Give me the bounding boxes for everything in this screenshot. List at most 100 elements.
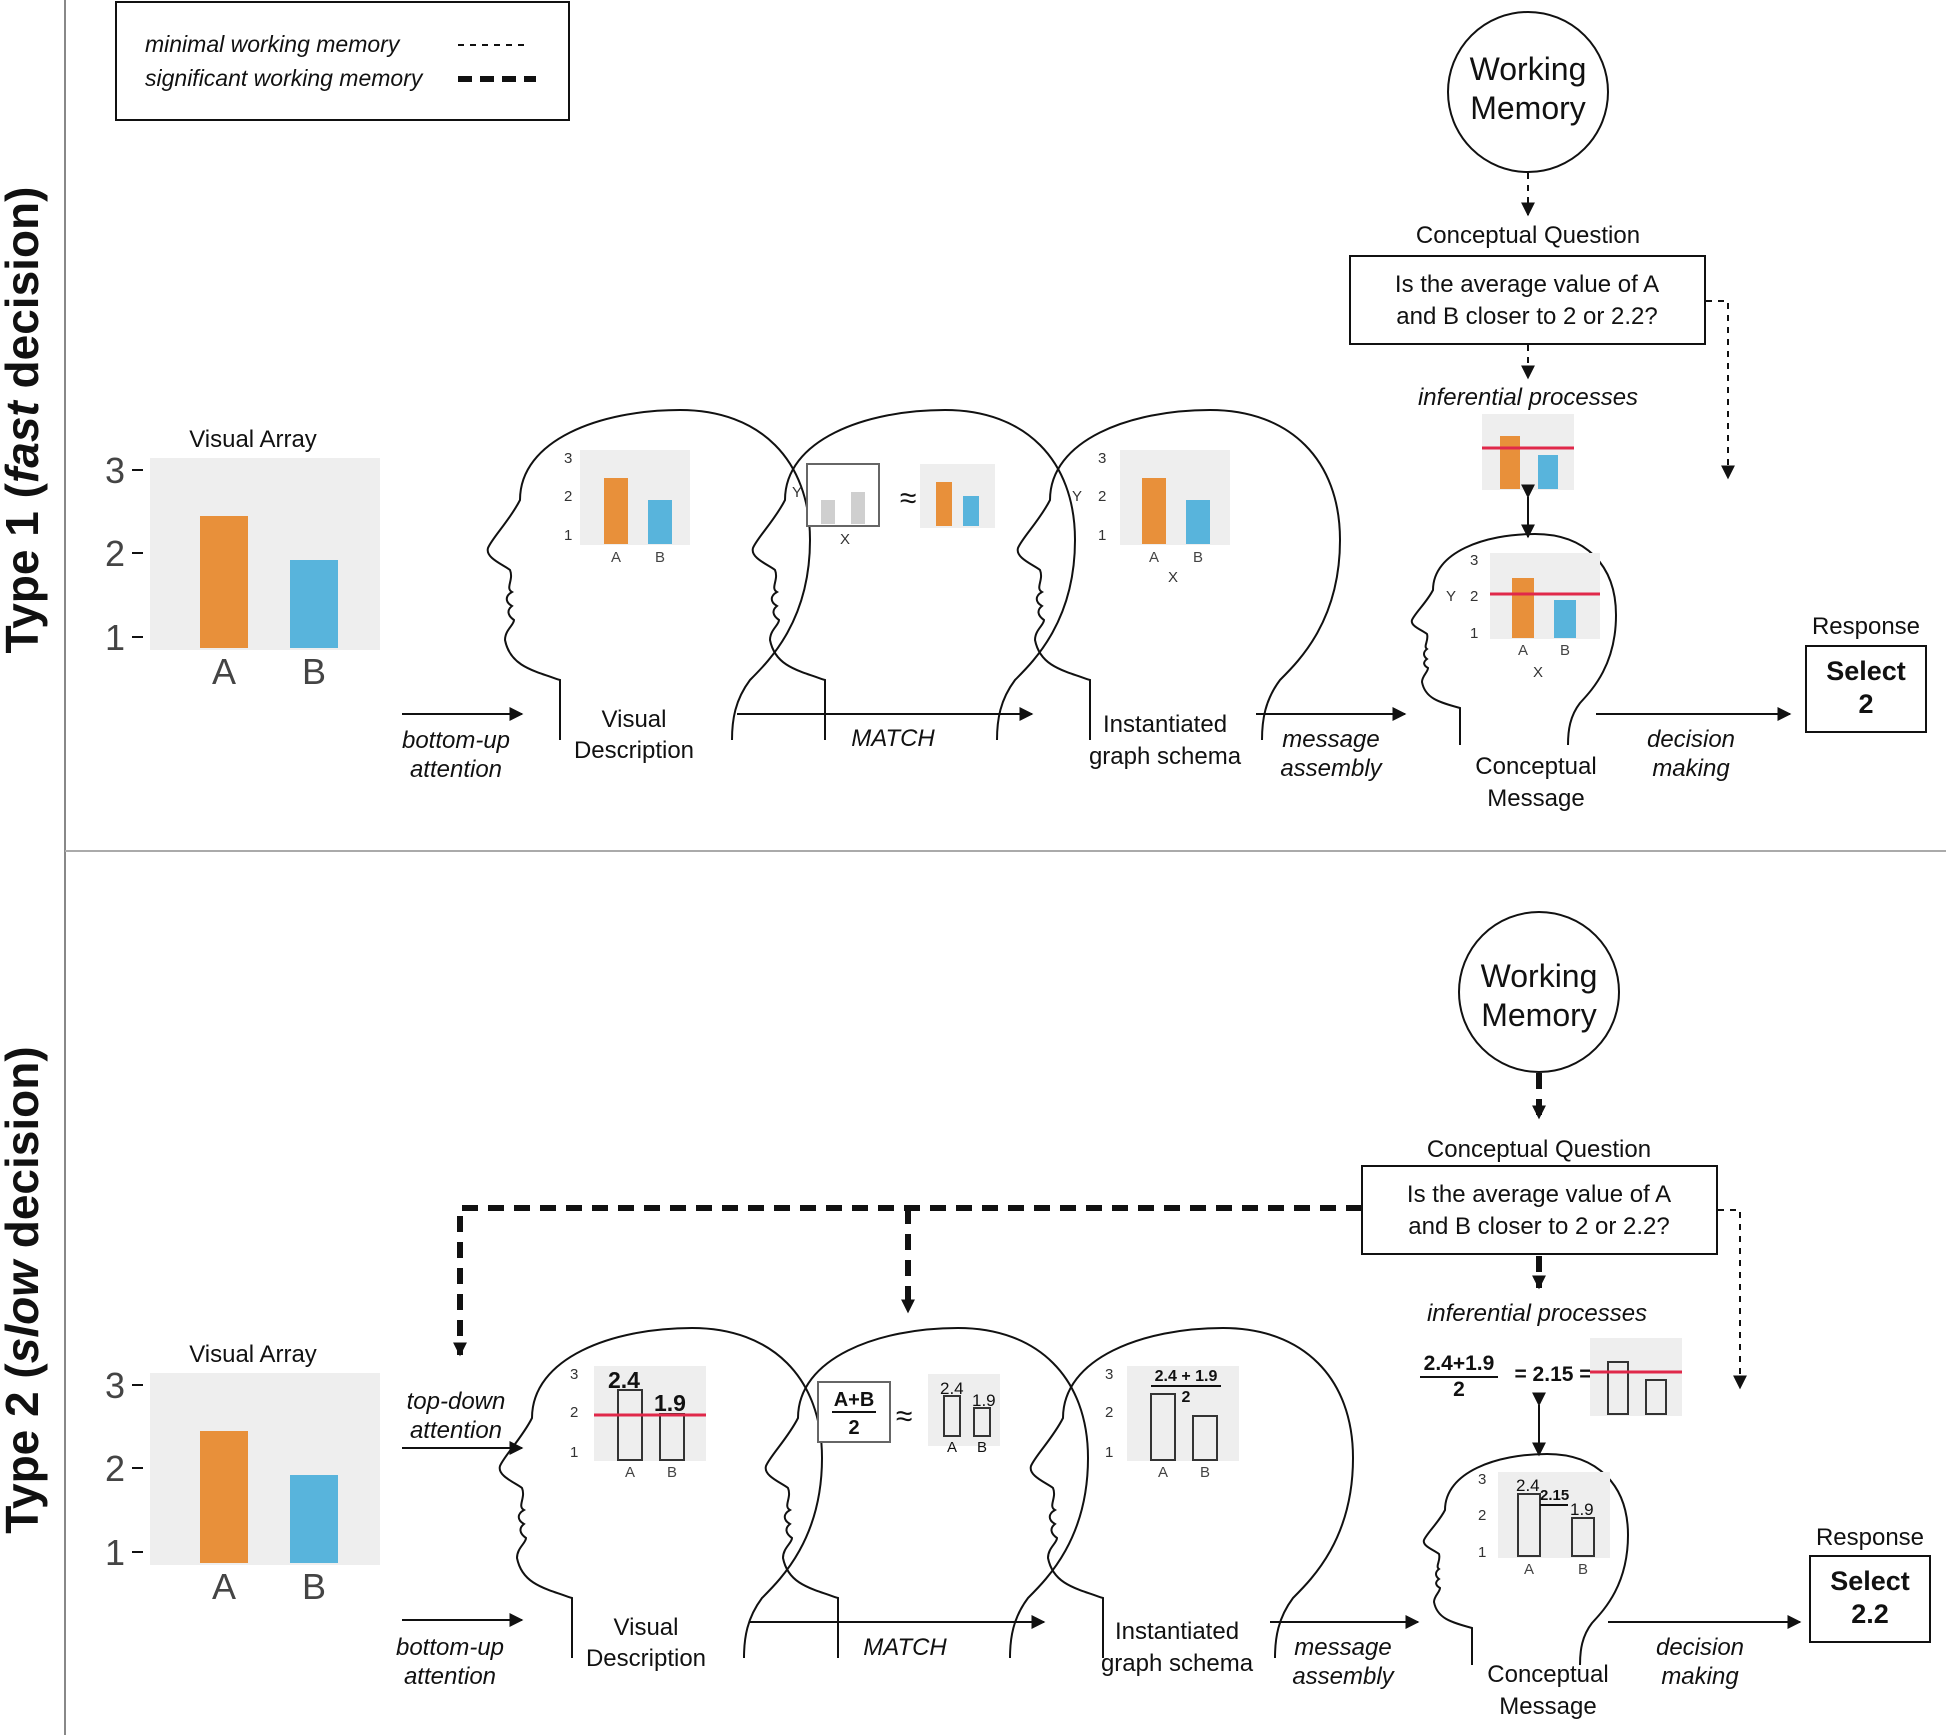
row2-visual-array: Visual Array 3 2 1 A B bbox=[105, 1341, 380, 1607]
svg-text:A: A bbox=[1518, 642, 1528, 659]
row2-match-label: MATCH bbox=[863, 1634, 947, 1661]
svg-text:A: A bbox=[1524, 1561, 1534, 1578]
row1-visual-array: Visual Array 3 2 1 A B bbox=[105, 426, 380, 692]
row1-approx: ≈ bbox=[900, 482, 916, 515]
svg-text:Y: Y bbox=[1072, 488, 1082, 505]
svg-text:1.9: 1.9 bbox=[654, 1390, 686, 1416]
row1-cq-title: Conceptual Question bbox=[1416, 222, 1640, 249]
svg-text:2.4: 2.4 bbox=[608, 1367, 640, 1393]
row2-bar-b bbox=[290, 1475, 338, 1563]
svg-text:1: 1 bbox=[1105, 1444, 1113, 1461]
svg-text:2: 2 bbox=[848, 1417, 859, 1439]
row1-conceptual-message-label: Conceptual Message bbox=[1475, 753, 1596, 812]
row2-inferential-label: inferential processes bbox=[1427, 1300, 1647, 1327]
svg-text:1.9: 1.9 bbox=[1570, 1500, 1594, 1519]
svg-text:A: A bbox=[212, 1566, 236, 1607]
row2-bottom-up-label: bottom-up attention bbox=[396, 1634, 504, 1690]
row1-message-assembly-label: message assembly bbox=[1280, 726, 1383, 782]
svg-text:B: B bbox=[1578, 1561, 1588, 1578]
row2-head-conceptual-message: 2.4 2.15 1.9 3 2 1 A B bbox=[1422, 1452, 1630, 1666]
row1-response-label: Response bbox=[1812, 613, 1920, 640]
svg-text:A: A bbox=[947, 1439, 957, 1456]
row2-inferential-formula: 2.4+1.9 2 = 2.15 = bbox=[1420, 1338, 1682, 1416]
svg-text:Y: Y bbox=[792, 484, 802, 501]
svg-text:1: 1 bbox=[1478, 1544, 1486, 1561]
row2-top-down-loop bbox=[453, 1205, 1362, 1357]
row1-title: Type 1 (fast decision) bbox=[0, 187, 48, 654]
svg-text:1: 1 bbox=[570, 1444, 578, 1461]
row1-head-match: Y X ≈ bbox=[751, 409, 1076, 741]
svg-text:2.4+1.9: 2.4+1.9 bbox=[1424, 1352, 1495, 1375]
svg-text:B: B bbox=[667, 1464, 677, 1481]
svg-text:1: 1 bbox=[1098, 527, 1106, 544]
row1-decision-label: decision making bbox=[1647, 726, 1735, 782]
row1-response-box bbox=[1805, 645, 1927, 733]
row2-instantiated-label: Instantiated graph schema bbox=[1101, 1618, 1254, 1677]
svg-text:A+B: A+B bbox=[834, 1389, 875, 1411]
svg-text:2.15: 2.15 bbox=[1540, 1487, 1569, 1504]
row2-bar-a bbox=[200, 1431, 248, 1563]
row1-head-conceptual-message: 3 Y 2 1 A B X bbox=[1410, 532, 1618, 746]
row1-head-visual-description: 3 2 1 A B bbox=[486, 409, 811, 741]
row2-head-visual-description: 2.4 1.9 3 2 1 A B bbox=[498, 1327, 823, 1659]
row2-decision-label: decision making bbox=[1656, 1634, 1744, 1690]
svg-text:2: 2 bbox=[1470, 588, 1478, 605]
row1-cat-a: A bbox=[212, 651, 236, 692]
row2-response-value: Select 2.2 bbox=[1830, 1566, 1910, 1629]
row1-tick-3: 3 bbox=[105, 450, 125, 491]
legend: minimal working memory significant worki… bbox=[115, 1, 570, 121]
svg-text:3: 3 bbox=[1470, 552, 1478, 569]
svg-text:B: B bbox=[655, 549, 665, 566]
row1-tick-2: 2 bbox=[105, 533, 125, 574]
legend-minimal-label: minimal working memory bbox=[145, 31, 401, 57]
row2-head-instantiated: 2.4 + 1.9 2 3 2 1 A B bbox=[1029, 1327, 1354, 1659]
row2-working-memory-circle bbox=[1458, 911, 1620, 1073]
row1-tick-1: 1 bbox=[105, 617, 125, 658]
svg-text:2.4 + 1.9: 2.4 + 1.9 bbox=[1155, 1368, 1218, 1385]
row2-visual-array-label: Visual Array bbox=[189, 1341, 317, 1368]
svg-text:B: B bbox=[1200, 1464, 1210, 1481]
svg-text:2: 2 bbox=[1105, 1404, 1113, 1421]
svg-text:2: 2 bbox=[1098, 488, 1106, 505]
row2: Visual Array 3 2 1 A B top-down attention… bbox=[105, 911, 1931, 1720]
svg-text:A: A bbox=[625, 1464, 635, 1481]
row1-cat-b: B bbox=[302, 651, 326, 692]
row1-inferential-label: inferential processes bbox=[1418, 384, 1638, 411]
svg-text:B: B bbox=[1560, 642, 1570, 659]
row1-head-instantiated: 3 Y 2 1 A B X bbox=[1016, 409, 1341, 741]
row2-conceptual-message-label: Conceptual Message bbox=[1487, 1661, 1608, 1720]
svg-text:2: 2 bbox=[105, 1448, 125, 1489]
svg-text:A: A bbox=[611, 549, 621, 566]
svg-text:2: 2 bbox=[1182, 1389, 1191, 1406]
legend-significant-label: significant working memory bbox=[145, 65, 424, 91]
row2-top-down-label: top-down attention bbox=[407, 1388, 506, 1444]
svg-text:1: 1 bbox=[105, 1532, 125, 1573]
row1-bar-a bbox=[200, 516, 248, 648]
svg-text:3: 3 bbox=[570, 1366, 578, 1383]
row2-message-assembly-label: message assembly bbox=[1292, 1634, 1395, 1690]
row1-inferential-chart bbox=[1482, 414, 1574, 490]
svg-text:B: B bbox=[977, 1439, 987, 1456]
svg-text:3: 3 bbox=[1478, 1471, 1486, 1488]
row2-cq-box bbox=[1361, 1165, 1718, 1255]
svg-text:B: B bbox=[1193, 549, 1203, 566]
svg-text:1.9: 1.9 bbox=[972, 1391, 996, 1410]
svg-text:3: 3 bbox=[564, 450, 572, 467]
svg-text:1: 1 bbox=[1470, 625, 1478, 642]
row1-bottom-up-label: bottom-up attention bbox=[402, 727, 510, 783]
row1: Visual Array 3 2 1 A B bottom-up attentio… bbox=[105, 11, 1927, 812]
row2-working-memory-label: Working Memory bbox=[1481, 958, 1598, 1033]
svg-text:A: A bbox=[1158, 1464, 1168, 1481]
row2-title: Type 2 (slow decision) bbox=[0, 1046, 48, 1533]
svg-text:A: A bbox=[1149, 549, 1159, 566]
svg-text:X: X bbox=[1533, 664, 1543, 681]
svg-text:2: 2 bbox=[1478, 1507, 1486, 1524]
row2-head-match: A+B 2 ≈ 2.4 1.9 A B bbox=[764, 1327, 1089, 1659]
row1-bar-b bbox=[290, 560, 338, 648]
svg-text:2: 2 bbox=[1453, 1378, 1465, 1401]
svg-text:2: 2 bbox=[564, 488, 572, 505]
row1-visual-description-label: Visual Description bbox=[574, 706, 694, 764]
